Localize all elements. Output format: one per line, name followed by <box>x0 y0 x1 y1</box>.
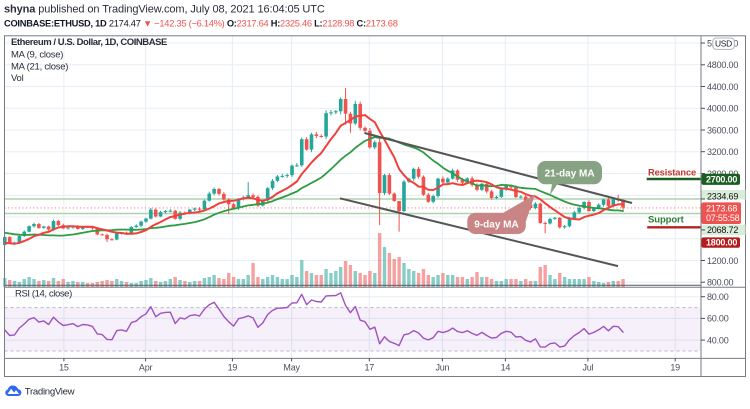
svg-text:800.00: 800.00 <box>707 278 734 288</box>
svg-text:USD: USD <box>715 39 732 49</box>
svg-text:Support: Support <box>648 214 685 225</box>
svg-text:4000.00: 4000.00 <box>707 104 738 114</box>
svg-text:MA (21, close): MA (21, close) <box>11 62 68 73</box>
svg-text:17: 17 <box>364 362 374 372</box>
svg-text:40.00: 40.00 <box>707 335 729 345</box>
svg-text:2334.69: 2334.69 <box>707 191 738 201</box>
svg-text:2173.68: 2173.68 <box>706 204 737 214</box>
svg-text:2068.72: 2068.72 <box>707 225 738 235</box>
svg-text:Resistance: Resistance <box>648 167 696 177</box>
svg-text:80.00: 80.00 <box>707 292 729 302</box>
svg-text:Ethereum / U.S. Dollar, 1D, CO: Ethereum / U.S. Dollar, 1D, COINBASE <box>11 37 167 48</box>
svg-text:14: 14 <box>501 362 511 372</box>
svg-text:60.00: 60.00 <box>707 314 729 324</box>
svg-text:shyna published on TradingView: shyna published on TradingView.com, July… <box>4 3 325 15</box>
svg-text:May: May <box>283 362 300 372</box>
svg-text:2700.00: 2700.00 <box>706 175 737 185</box>
svg-text:TradingView: TradingView <box>25 386 75 397</box>
svg-text:9-day MA: 9-day MA <box>474 219 518 230</box>
svg-text:19: 19 <box>228 362 238 372</box>
svg-text:1200.00: 1200.00 <box>707 256 738 266</box>
svg-text:Vol: Vol <box>11 73 24 84</box>
svg-text:Apr: Apr <box>139 362 153 372</box>
svg-text:4800.00: 4800.00 <box>707 60 738 70</box>
svg-text:Jun: Jun <box>435 362 449 372</box>
svg-text:07:55:58: 07:55:58 <box>706 213 740 223</box>
svg-text:RSI (14, close): RSI (14, close) <box>15 289 72 300</box>
svg-text:19: 19 <box>670 362 680 372</box>
svg-text:Jul: Jul <box>582 362 593 372</box>
svg-text:21-day MA: 21-day MA <box>545 168 595 179</box>
svg-text:COINBASE:ETHUSD, 1D 2174.47 ▼: COINBASE:ETHUSD, 1D 2174.47 ▼ −142.35 (−… <box>4 18 398 28</box>
svg-text:1800.00: 1800.00 <box>706 238 737 248</box>
svg-text:MA (9, close): MA (9, close) <box>11 50 63 61</box>
svg-text:15: 15 <box>59 362 69 372</box>
svg-text:3200.00: 3200.00 <box>707 147 738 157</box>
svg-text:3600.00: 3600.00 <box>707 125 738 135</box>
svg-text:4400.00: 4400.00 <box>707 82 738 92</box>
